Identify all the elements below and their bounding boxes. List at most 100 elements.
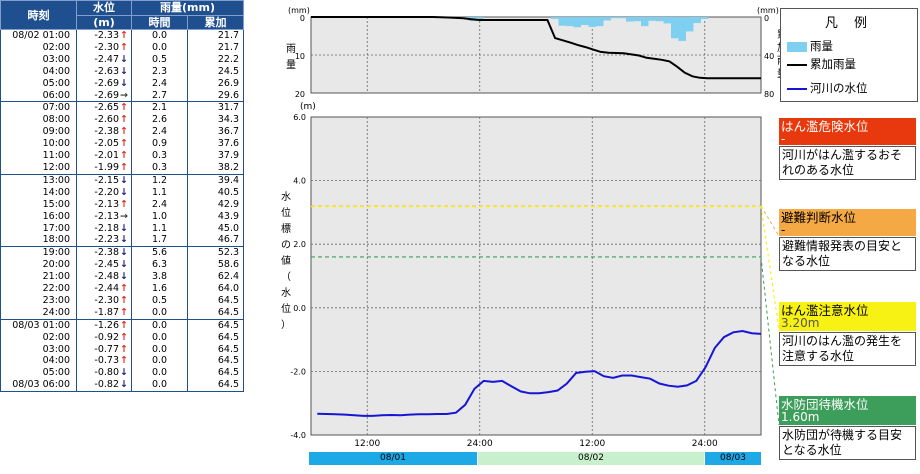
x-tick: 12:00 [354, 439, 380, 449]
cell-rain-hourly: 0.5 [131, 53, 188, 66]
observation-table: 時刻 水位 雨量(mm) (m) 時間 累加 08/02 01:00 -2.33↑… [0, 0, 245, 393]
cell-rain-cumulative: 45.0 [187, 222, 245, 235]
cell-rain-hourly: 0.0 [131, 306, 188, 320]
caution-connector-line [760, 205, 780, 331]
cell-rain-hourly: 0.5 [131, 294, 188, 307]
cell-rain-cumulative: 42.9 [187, 198, 245, 211]
table-row: 20:00 -2.45↓ 6.3 58.6 [0, 259, 245, 272]
cell-rain-hourly: 0.0 [131, 367, 188, 380]
cell-level: -0.92↑ [76, 331, 132, 344]
cell-rain-hourly: 0.9 [131, 138, 188, 151]
level-plot-bg [310, 116, 762, 436]
rain-bar [701, 17, 709, 19]
trend-up-arrow-icon: ↑ [120, 198, 128, 210]
level-value: -2.20 [94, 186, 119, 198]
trend-up-arrow-icon: ↑ [120, 41, 128, 53]
trend-right-arrow-icon: → [120, 89, 128, 101]
level-value: -2.69 [94, 89, 119, 101]
cell-level: -2.69↓ [76, 77, 132, 90]
cell-time: 06:00 [0, 89, 77, 102]
rain-unit-left: (mm) [288, 6, 310, 15]
rain-tick-left: 20 [295, 90, 305, 99]
rain-tick-right: 0 [764, 14, 769, 23]
level-value: -0.77 [94, 343, 119, 355]
table-row: 24:00 -1.87↑ 0.0 64.5 [0, 306, 245, 320]
table-row: 13:00 -2.15↓ 1.2 39.4 [0, 173, 245, 187]
cumulative-rain-line [311, 16, 761, 80]
cell-rain-cumulative: 64.0 [187, 283, 245, 295]
cell-time: 03:00 [0, 53, 77, 66]
evac-connector-line [760, 205, 780, 237]
evac-level-value: - [781, 223, 786, 237]
cell-rain-hourly: 1.1 [131, 186, 188, 199]
trend-up-arrow-icon: ↑ [120, 161, 128, 173]
date-segment-0801: 08/01 [309, 452, 477, 465]
level-value: -2.63 [94, 65, 119, 77]
rain-bar [633, 17, 641, 22]
table-row: 21:00 -2.48↓ 3.8 62.4 [0, 271, 245, 284]
evac-level-header: 避難判断水位 - [779, 209, 916, 236]
standby-level-title: 水防団待機水位 [781, 397, 869, 412]
x-tick: 12:00 [579, 439, 605, 449]
rain-tick-right: 80 [764, 90, 774, 99]
cell-level: -2.44↑ [76, 283, 132, 295]
cell-rain-cumulative: 64.5 [187, 318, 245, 332]
cell-time: 23:00 [0, 294, 77, 307]
cell-time: 20:00 [0, 259, 77, 272]
cell-time: 05:00 [0, 367, 77, 380]
header-level: 水位 [76, 0, 132, 16]
level-value: -2.45 [94, 259, 119, 271]
cell-time: 07:00 [0, 101, 77, 115]
level-value: -2.47 [94, 53, 119, 65]
cell-rain-hourly: 2.1 [131, 101, 188, 115]
cell-time: 18:00 [0, 234, 77, 247]
cell-time: 13:00 [0, 173, 77, 187]
legend-item-rain: 雨量 [787, 39, 833, 53]
table-row: 03:00 -2.47↓ 0.5 22.2 [0, 53, 245, 66]
legend-label-rain: 雨量 [810, 39, 833, 53]
level-value: -2.60 [94, 114, 119, 126]
cell-level: -0.73↑ [76, 355, 132, 368]
cell-rain-cumulative: 64.5 [187, 379, 245, 393]
trend-up-arrow-icon: ↑ [120, 138, 128, 150]
cell-time: 03:00 [0, 343, 77, 356]
cell-time: 02:00 [0, 41, 77, 54]
cell-time: 05:00 [0, 77, 77, 90]
cell-rain-cumulative: 37.9 [187, 150, 245, 162]
level-value: -1.87 [94, 306, 119, 318]
cell-level: -2.38↑ [76, 126, 132, 139]
cell-time: 17:00 [0, 222, 77, 235]
level-line-icon [787, 87, 807, 90]
table-row: 04:00 -2.63↓ 2.3 24.5 [0, 65, 245, 78]
cell-rain-hourly: 2.4 [131, 77, 188, 90]
rain-bar [558, 17, 566, 26]
table-row: 17:00 -2.18↓ 1.1 45.0 [0, 222, 245, 235]
cell-level: -2.13↑ [76, 198, 132, 211]
cell-rain-cumulative: 21.7 [187, 28, 245, 42]
level-value: -2.23 [94, 234, 119, 246]
cell-level: -1.99↑ [76, 161, 132, 175]
level-value: -1.99 [94, 161, 119, 173]
rain-bar [693, 17, 701, 24]
table-row: 07:00 -2.65↑ 2.1 31.7 [0, 101, 245, 115]
cell-time: 04:00 [0, 65, 77, 78]
cell-time: 24:00 [0, 306, 77, 320]
trend-down-arrow-icon: ↓ [120, 174, 128, 186]
cell-rain-cumulative: 24.5 [187, 65, 245, 78]
cell-level: -2.47↓ [76, 53, 132, 66]
cell-level: -2.33↑ [76, 28, 132, 42]
cell-rain-cumulative: 22.2 [187, 53, 245, 66]
cell-rain-hourly: 2.4 [131, 126, 188, 139]
cell-time: 19:00 [0, 246, 77, 260]
level-value: -0.80 [94, 367, 119, 379]
trend-up-arrow-icon: ↑ [120, 294, 128, 306]
cell-level: -2.23↓ [76, 234, 132, 247]
cell-rain-hourly: 0.0 [131, 318, 188, 332]
table-row: 15:00 -2.13↑ 2.4 42.9 [0, 198, 245, 211]
standby-level-value: 1.60m [781, 410, 820, 424]
cell-time: 08:00 [0, 114, 77, 127]
x-tick: 24:00 [467, 439, 493, 449]
rain-swatch-icon [787, 41, 807, 52]
cell-level: -2.38↓ [76, 246, 132, 260]
